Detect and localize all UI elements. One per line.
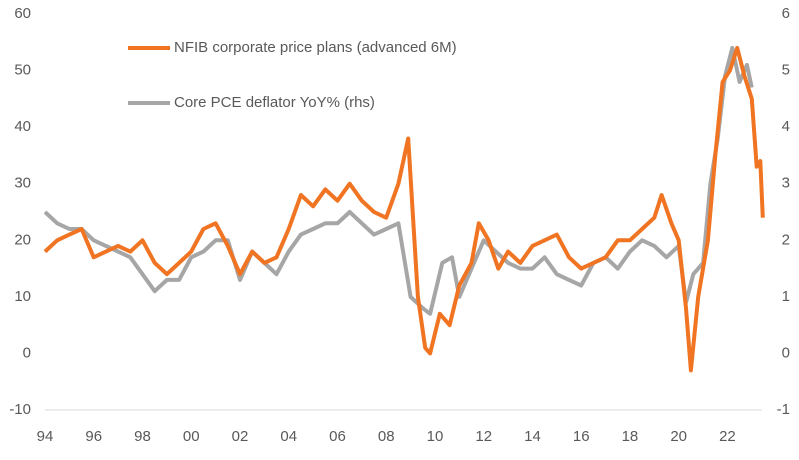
y-tick-label: 10	[14, 288, 31, 305]
y2-tick-label: 6	[782, 5, 790, 22]
line	[43, 45, 765, 373]
y-tick-label: 20	[14, 231, 31, 248]
y2-tick-label: 0	[782, 344, 790, 361]
x-tick-label: 20	[670, 428, 687, 445]
legend-label: NFIB corporate price plans (advanced 6M)	[174, 39, 457, 56]
y-tick-label: -10	[9, 401, 31, 418]
x-tick-label: 06	[329, 428, 346, 445]
y-tick-label: 40	[14, 118, 31, 135]
legend-label: Core PCE deflator YoY% (rhs)	[174, 94, 375, 111]
x-tick-label: 12	[475, 428, 492, 445]
y2-tick-label: -1	[777, 401, 790, 418]
y-tick-label: 30	[14, 175, 31, 192]
x-tick-label: 02	[232, 428, 249, 445]
x-tick-label: 10	[427, 428, 444, 445]
x-tick-label: 94	[37, 428, 54, 445]
x-tick-label: 04	[280, 428, 297, 445]
y-tick-label: 0	[23, 344, 31, 361]
y2-tick-label: 3	[782, 175, 790, 192]
x-tick-label: 96	[85, 428, 102, 445]
x-tick-label: 16	[573, 428, 590, 445]
y2-tick-label: 2	[782, 231, 790, 248]
x-tick-label: 14	[524, 428, 541, 445]
x-tick-label: 18	[622, 428, 639, 445]
x-tick-label: 00	[183, 428, 200, 445]
y2-tick-label: 5	[782, 62, 790, 79]
x-tick-label: 22	[719, 428, 736, 445]
y2-tick-label: 4	[782, 118, 790, 135]
x-tick-label: 98	[134, 428, 151, 445]
y2-tick-label: 1	[782, 288, 790, 305]
line	[43, 45, 754, 316]
y-tick-label: 50	[14, 62, 31, 79]
y-tick-label: 60	[14, 5, 31, 22]
x-tick-label: 08	[378, 428, 395, 445]
